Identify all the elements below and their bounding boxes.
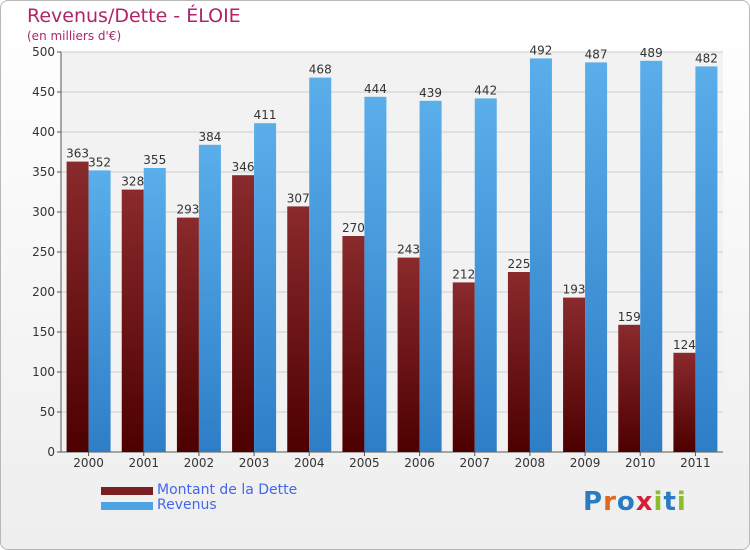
x-tick-label: 2005 xyxy=(349,456,380,470)
data-label-debt: 328 xyxy=(121,175,144,189)
bar-debt xyxy=(563,297,586,452)
x-tick-label: 2006 xyxy=(404,456,435,470)
bar-revenue xyxy=(309,77,332,452)
bar-revenue xyxy=(254,123,277,452)
bar-debt xyxy=(121,189,144,452)
bar-revenue xyxy=(695,66,718,453)
x-tick-label: 2000 xyxy=(73,456,104,470)
data-label-debt: 307 xyxy=(287,191,310,205)
legend-label-revenue: Revenus xyxy=(157,497,217,513)
y-tick-label: 350 xyxy=(32,165,55,179)
bar-debt xyxy=(176,217,199,452)
data-label-debt: 212 xyxy=(452,267,475,281)
bars xyxy=(66,58,718,453)
data-label-revenue: 442 xyxy=(474,83,497,97)
x-tick-label: 2008 xyxy=(515,456,546,470)
legend-swatch-debt xyxy=(101,487,153,495)
data-label-revenue: 439 xyxy=(419,86,442,100)
data-label-revenue: 355 xyxy=(143,153,166,167)
bar-revenue xyxy=(198,144,221,453)
chart-title: Revenus/Dette - ÉLOIE xyxy=(27,5,241,27)
bar-revenue xyxy=(529,58,552,453)
y-tick-label: 50 xyxy=(40,405,55,419)
logo-letter: t xyxy=(663,487,677,517)
data-label-revenue: 411 xyxy=(254,108,277,122)
bar-debt xyxy=(397,257,420,452)
x-tick-label: 2011 xyxy=(680,456,711,470)
data-label-debt: 293 xyxy=(176,203,199,217)
data-label-debt: 159 xyxy=(618,310,641,324)
bar-revenue xyxy=(640,60,663,453)
logo-letter: o xyxy=(616,487,636,517)
bar-debt xyxy=(452,282,475,452)
x-tick-label: 2004 xyxy=(294,456,325,470)
data-label-revenue: 444 xyxy=(364,82,387,96)
x-tick-label: 2003 xyxy=(239,456,270,470)
x-tick-label: 2009 xyxy=(570,456,601,470)
logo-letter: i xyxy=(653,487,664,517)
bar-revenue xyxy=(364,96,387,453)
bar-revenue xyxy=(585,62,608,453)
bar-debt xyxy=(232,175,255,452)
data-label-debt: 193 xyxy=(563,283,586,297)
proxiti-logo: Proxiti xyxy=(583,487,687,517)
y-tick-label: 500 xyxy=(32,45,55,59)
x-tick-label: 2001 xyxy=(128,456,159,470)
y-tick-label: 200 xyxy=(32,285,55,299)
grid-lines xyxy=(61,51,723,453)
data-label-revenue: 482 xyxy=(695,51,718,65)
data-label-debt: 225 xyxy=(507,257,530,271)
logo-letter: P xyxy=(583,487,604,517)
bar-debt xyxy=(342,236,365,452)
data-label-debt: 363 xyxy=(66,147,89,161)
bar-debt xyxy=(673,352,696,452)
bar-debt xyxy=(66,161,89,452)
data-label-revenue: 487 xyxy=(585,47,608,61)
legend-label-debt: Montant de la Dette xyxy=(157,482,298,498)
data-label-revenue: 492 xyxy=(529,43,552,57)
y-tick-label: 100 xyxy=(32,365,55,379)
y-tick-label: 300 xyxy=(32,205,55,219)
data-label-revenue: 489 xyxy=(640,46,663,60)
data-label-debt: 346 xyxy=(232,160,255,174)
bar-revenue xyxy=(419,100,442,453)
logo-letter: i xyxy=(676,487,687,517)
chart-subtitle: (en milliers d'€) xyxy=(27,29,122,43)
y-tick-label: 150 xyxy=(32,325,55,339)
bar-debt xyxy=(507,272,530,452)
y-tick-label: 450 xyxy=(32,85,55,99)
y-tick-label: 400 xyxy=(32,125,55,139)
axes: 0 50 100 150 200 250 300 350 400 450 500 2000 2001 20… xyxy=(32,45,723,470)
logo-letter: x xyxy=(635,487,654,517)
bar-revenue xyxy=(474,98,497,453)
data-label-debt: 124 xyxy=(673,338,696,352)
y-tick-label: 0 xyxy=(47,445,55,459)
x-tick-label: 2010 xyxy=(625,456,656,470)
x-tick-label: 2007 xyxy=(459,456,490,470)
logo-letter: r xyxy=(603,487,617,517)
bar-debt xyxy=(287,206,310,452)
bar-revenue xyxy=(88,170,111,452)
data-label-revenue: 468 xyxy=(309,63,332,77)
data-label-debt: 243 xyxy=(397,243,420,257)
data-label-revenue: 352 xyxy=(88,155,111,169)
data-label-debt: 270 xyxy=(342,221,365,235)
bar-debt xyxy=(618,324,641,452)
data-label-revenue: 384 xyxy=(198,130,221,144)
y-tick-label: 250 xyxy=(32,245,55,259)
bar-revenue xyxy=(143,168,166,452)
legend-swatch-revenue xyxy=(101,502,153,510)
x-tick-label: 2002 xyxy=(184,456,215,470)
